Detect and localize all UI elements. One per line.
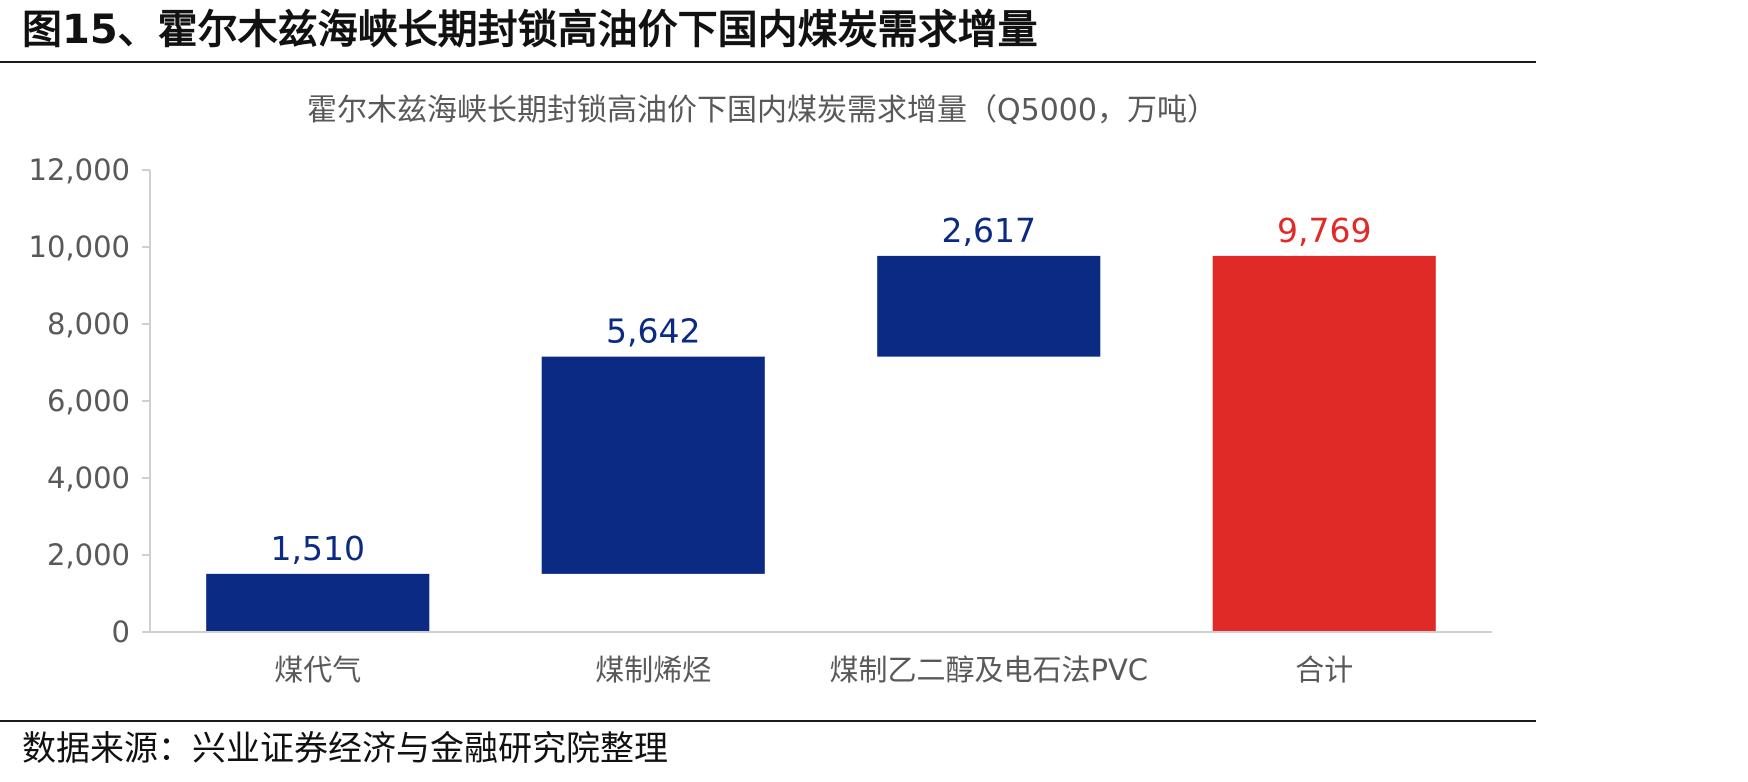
y-tick-label: 4,000 (47, 461, 130, 495)
chart-title: 霍尔木兹海峡长期封锁高油价下国内煤炭需求增量（Q5000，万吨） (307, 93, 1217, 128)
increase-bar (541, 356, 765, 574)
x-category-label: 合计 (1295, 653, 1353, 687)
y-tick-label: 12,000 (29, 153, 130, 187)
y-tick-label: 10,000 (29, 230, 130, 264)
top-divider (0, 61, 1536, 63)
bars (206, 255, 1436, 632)
x-category-label: 煤代气 (274, 653, 361, 687)
x-category-label: 煤制乙二醇及电石法PVC (829, 653, 1148, 687)
data-label: 2,617 (942, 211, 1036, 250)
y-axis: 0 2,000 4,000 6,000 8,000 10,000 12,000 (29, 153, 150, 649)
y-tick-label: 0 (112, 615, 130, 649)
data-label: 9,769 (1277, 211, 1371, 250)
data-labels: 1,510 5,642 2,617 9,769 (271, 211, 1372, 568)
data-label: 5,642 (606, 312, 700, 351)
y-tick-label: 8,000 (47, 307, 130, 341)
bottom-divider (0, 720, 1536, 722)
x-category-label: 煤制烯烃 (595, 653, 711, 687)
data-label: 1,510 (271, 529, 365, 568)
y-tick-label: 6,000 (47, 384, 130, 418)
increase-bar (877, 255, 1101, 357)
y-tick-label: 2,000 (47, 538, 130, 572)
increase-bar (206, 573, 430, 632)
figure-title: 图15、霍尔木兹海峡长期封锁高油价下国内煤炭需求增量 (22, 7, 1038, 53)
total-bar (1212, 255, 1436, 632)
x-axis: 煤代气 煤制烯烃 煤制乙二醇及电石法PVC 合计 (274, 653, 1353, 687)
source-note: 数据来源：兴业证券经济与金融研究院整理 (22, 729, 668, 769)
